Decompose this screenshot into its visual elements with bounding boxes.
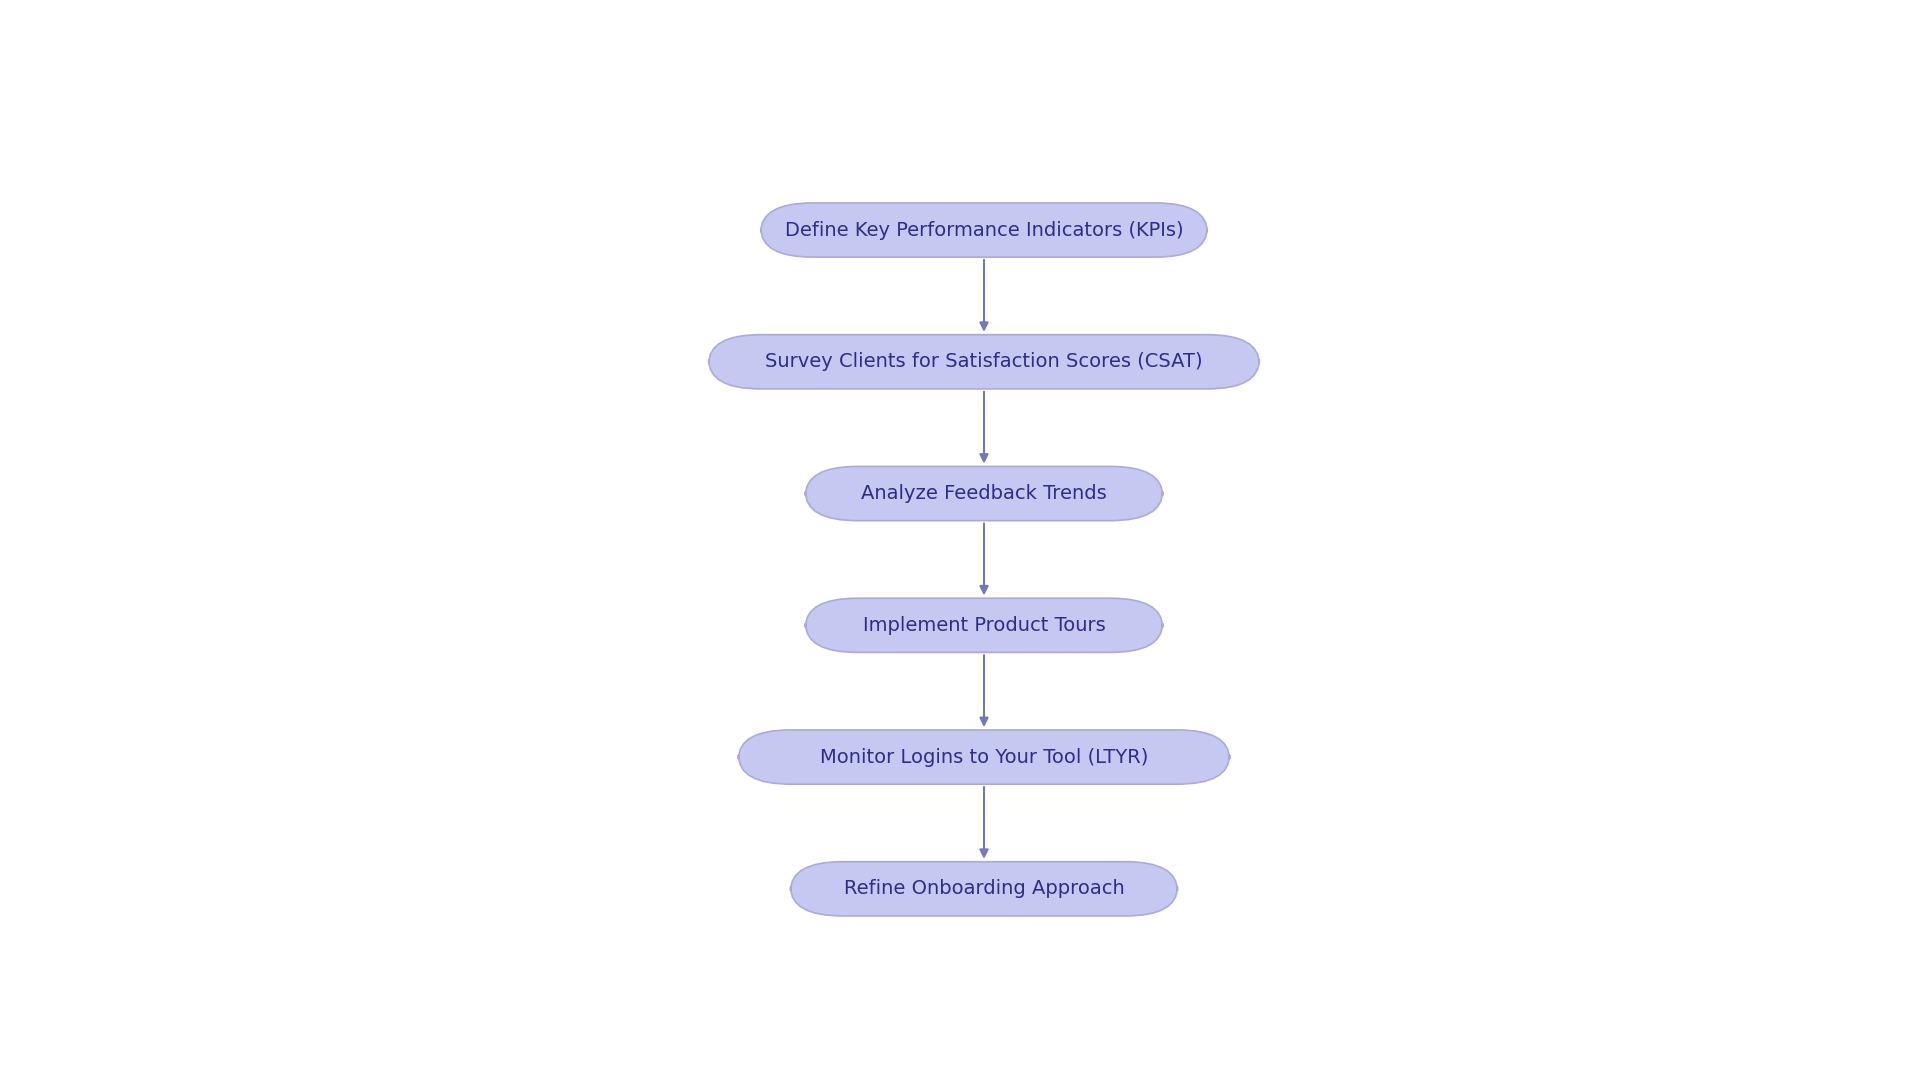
Text: Analyze Feedback Trends: Analyze Feedback Trends bbox=[862, 484, 1106, 503]
Text: Implement Product Tours: Implement Product Tours bbox=[862, 616, 1106, 635]
FancyBboxPatch shape bbox=[760, 203, 1208, 257]
Text: Survey Clients for Satisfaction Scores (CSAT): Survey Clients for Satisfaction Scores (… bbox=[766, 352, 1202, 371]
FancyBboxPatch shape bbox=[739, 730, 1229, 784]
Text: Define Key Performance Indicators (KPIs): Define Key Performance Indicators (KPIs) bbox=[785, 221, 1183, 239]
Text: Monitor Logins to Your Tool (LTYR): Monitor Logins to Your Tool (LTYR) bbox=[820, 747, 1148, 767]
FancyBboxPatch shape bbox=[708, 335, 1260, 389]
Text: Refine Onboarding Approach: Refine Onboarding Approach bbox=[843, 879, 1125, 898]
FancyBboxPatch shape bbox=[806, 598, 1162, 652]
FancyBboxPatch shape bbox=[806, 467, 1162, 521]
FancyBboxPatch shape bbox=[791, 862, 1177, 916]
